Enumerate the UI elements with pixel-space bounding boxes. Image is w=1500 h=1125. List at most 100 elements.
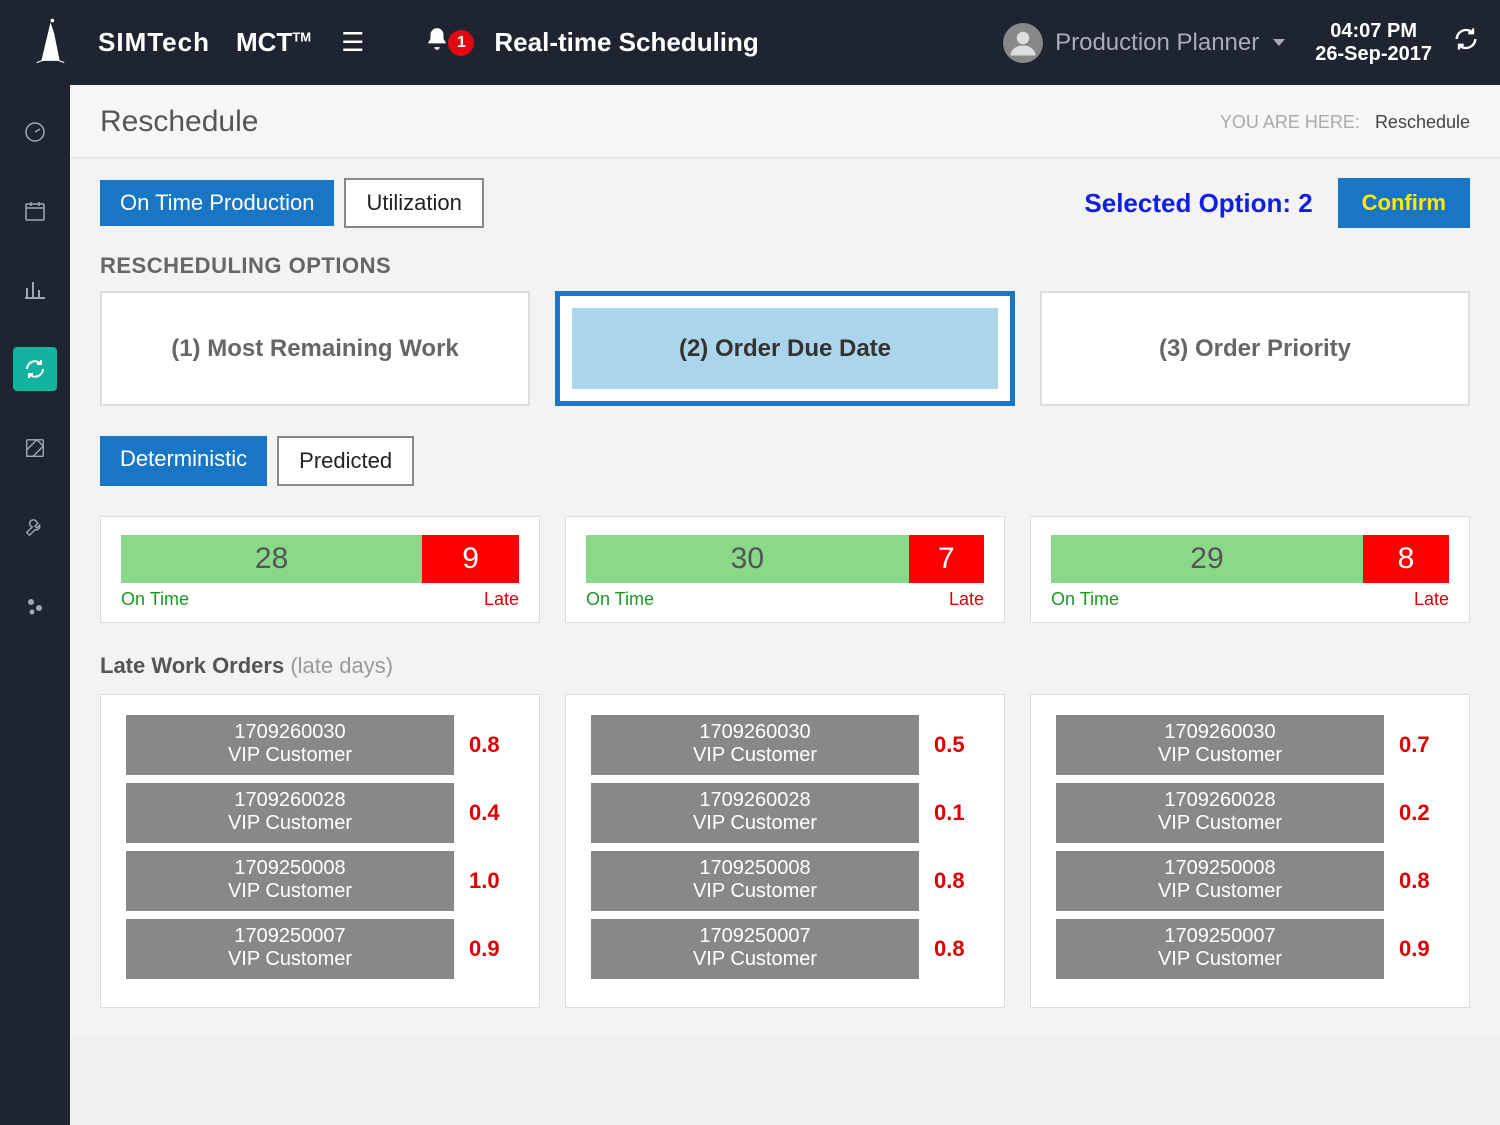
order-customer: VIP Customer: [591, 812, 919, 835]
late-label: Late: [1414, 589, 1449, 610]
orders-card-2: 1709260030VIP Customer0.51709260028VIP C…: [565, 694, 1005, 1008]
order-id: 1709260028: [591, 789, 919, 812]
sidebar-item-tools[interactable]: [13, 505, 57, 549]
order-box: 1709260028VIP Customer: [1056, 783, 1384, 843]
order-id: 1709250008: [126, 857, 454, 880]
order-box: 1709250008VIP Customer: [126, 851, 454, 911]
order-box: 1709250008VIP Customer: [591, 851, 919, 911]
late-orders-title: Late Work Orders (late days): [100, 653, 1470, 679]
sidebar-item-edit[interactable]: [13, 426, 57, 470]
stat-ontime-value: 28: [121, 535, 422, 583]
breadcrumb: YOU ARE HERE: Reschedule: [1220, 112, 1470, 133]
order-customer: VIP Customer: [591, 744, 919, 767]
option-label: (1) Most Remaining Work: [171, 335, 459, 363]
order-id: 1709250008: [1056, 857, 1384, 880]
orders-card-3: 1709260030VIP Customer0.7 1709260028VIP C…: [1030, 694, 1470, 1008]
order-customer: VIP Customer: [591, 948, 919, 971]
bell-icon: [424, 26, 450, 59]
order-id: 1709250007: [126, 925, 454, 948]
stats-row: 289On TimeLate307On TimeLate298On TimeLa…: [100, 516, 1470, 623]
confirm-button[interactable]: Confirm: [1338, 178, 1470, 228]
orders-card-1: 1709260030VIP Customer0.81709260028VIP C…: [100, 694, 540, 1008]
refresh-icon[interactable]: [1452, 25, 1480, 60]
order-item[interactable]: 1709250007VIP Customer 0.8: [591, 919, 979, 979]
orders-row: 1709260030VIP Customer0.81709260028VIP C…: [100, 694, 1470, 1008]
stat-card-2: 307On TimeLate: [565, 516, 1005, 623]
order-id: 1709260028: [126, 789, 454, 812]
order-customer: VIP Customer: [126, 744, 454, 767]
stat-labels: On TimeLate: [121, 589, 519, 610]
order-late-days: 0.4: [469, 800, 514, 826]
order-customer: VIP Customer: [1056, 880, 1384, 903]
order-item[interactable]: 1709250007VIP Customer0.9: [1056, 919, 1444, 979]
sidebar-item-chart[interactable]: [13, 268, 57, 312]
notification-badge: 1: [448, 30, 474, 56]
sidebar: [0, 85, 70, 1125]
order-box: 1709260028VIP Customer: [591, 783, 919, 843]
ontime-label: On Time: [586, 589, 654, 610]
order-item[interactable]: 1709260030VIP Customer0.7: [1056, 715, 1444, 775]
order-late-days: 0.5: [934, 732, 979, 758]
tabs-row: On Time Production Utilization Selected …: [100, 178, 1470, 228]
main-content: Reschedule YOU ARE HERE: Reschedule On T…: [70, 85, 1500, 1038]
tab-utilization[interactable]: Utilization: [344, 178, 483, 228]
notifications[interactable]: 1 Real-time Scheduling: [424, 26, 758, 59]
stat-bar: 298: [1051, 535, 1449, 583]
order-item[interactable]: 1709250008VIP Customer 0.8: [1056, 851, 1444, 911]
tab-on-time-production[interactable]: On Time Production: [100, 180, 334, 226]
order-late-days: 1.0: [469, 868, 514, 894]
order-item[interactable]: 1709250008VIP Customer0.8: [591, 851, 979, 911]
app-header: SIMTech MCTTM ☰ 1 Real-time Scheduling P…: [0, 0, 1500, 85]
order-box: 1709250008VIP Customer: [1056, 851, 1384, 911]
order-id: 1709260030: [126, 721, 454, 744]
order-late-days: 0.8: [469, 732, 514, 758]
order-id: 1709260030: [591, 721, 919, 744]
order-item[interactable]: 1709260030VIP Customer 0.8: [126, 715, 514, 775]
caret-down-icon: [1273, 39, 1285, 46]
order-item[interactable]: 1709250007VIP Customer0.9: [126, 919, 514, 979]
order-item[interactable]: 1709260028VIP Customer 0.4: [126, 783, 514, 843]
order-id: 1709260030: [1056, 721, 1384, 744]
user-menu[interactable]: Production Planner: [1003, 23, 1285, 63]
sidebar-item-settings[interactable]: [13, 584, 57, 628]
ontime-label: On Time: [1051, 589, 1119, 610]
sidebar-item-dashboard[interactable]: [13, 110, 57, 154]
subtab-predicted[interactable]: Predicted: [277, 436, 414, 486]
order-late-days: 0.8: [1399, 868, 1444, 894]
order-item[interactable]: 1709250008VIP Customer 1.0: [126, 851, 514, 911]
sidebar-item-calendar[interactable]: [13, 189, 57, 233]
stat-bar: 289: [121, 535, 519, 583]
order-item[interactable]: 1709260030VIP Customer 0.5: [591, 715, 979, 775]
rescheduling-options-label: RESCHEDULING OPTIONS: [100, 253, 1470, 279]
order-id: 1709250007: [591, 925, 919, 948]
subtabs-row: Deterministic Predicted: [100, 436, 1470, 486]
stat-card-1: 289 On TimeLate: [100, 516, 540, 623]
module-title: Real-time Scheduling: [494, 27, 758, 58]
option-card-3[interactable]: (3) Order Priority: [1040, 291, 1470, 406]
menu-icon[interactable]: ☰: [341, 27, 364, 58]
brand-name: SIMTech: [98, 27, 210, 58]
user-role: Production Planner: [1055, 29, 1259, 57]
time: 04:07 PM: [1315, 20, 1432, 43]
order-item[interactable]: 1709260028VIP Customer 0.1: [591, 783, 979, 843]
option-card-2[interactable]: (2) Order Due Date: [555, 291, 1015, 406]
option-label: (2) Order Due Date: [572, 308, 998, 389]
logo-area: SIMTech MCTTM: [20, 13, 311, 73]
sidebar-item-reschedule[interactable]: [13, 347, 57, 391]
page-header: Reschedule YOU ARE HERE: Reschedule: [70, 85, 1500, 158]
order-customer: VIP Customer: [1056, 812, 1384, 835]
order-customer: VIP Customer: [126, 948, 454, 971]
order-item[interactable]: 1709260028VIP Customer0.2: [1056, 783, 1444, 843]
order-box: 1709260030VIP Customer: [126, 715, 454, 775]
order-id: 1709250008: [591, 857, 919, 880]
option-card-1[interactable]: (1) Most Remaining Work: [100, 291, 530, 406]
order-late-days: 0.8: [934, 936, 979, 962]
stat-card-3: 298 On Time Late: [1030, 516, 1470, 623]
subtab-deterministic[interactable]: Deterministic: [100, 436, 267, 486]
content: On Time Production Utilization Selected …: [70, 158, 1500, 1038]
avatar-icon: [1003, 23, 1043, 63]
order-late-days: 0.1: [934, 800, 979, 826]
options-row: (1) Most Remaining Work (2) Order Due Dat…: [100, 291, 1470, 406]
stat-ontime-value: 30: [586, 535, 909, 583]
order-box: 1709260028VIP Customer: [126, 783, 454, 843]
